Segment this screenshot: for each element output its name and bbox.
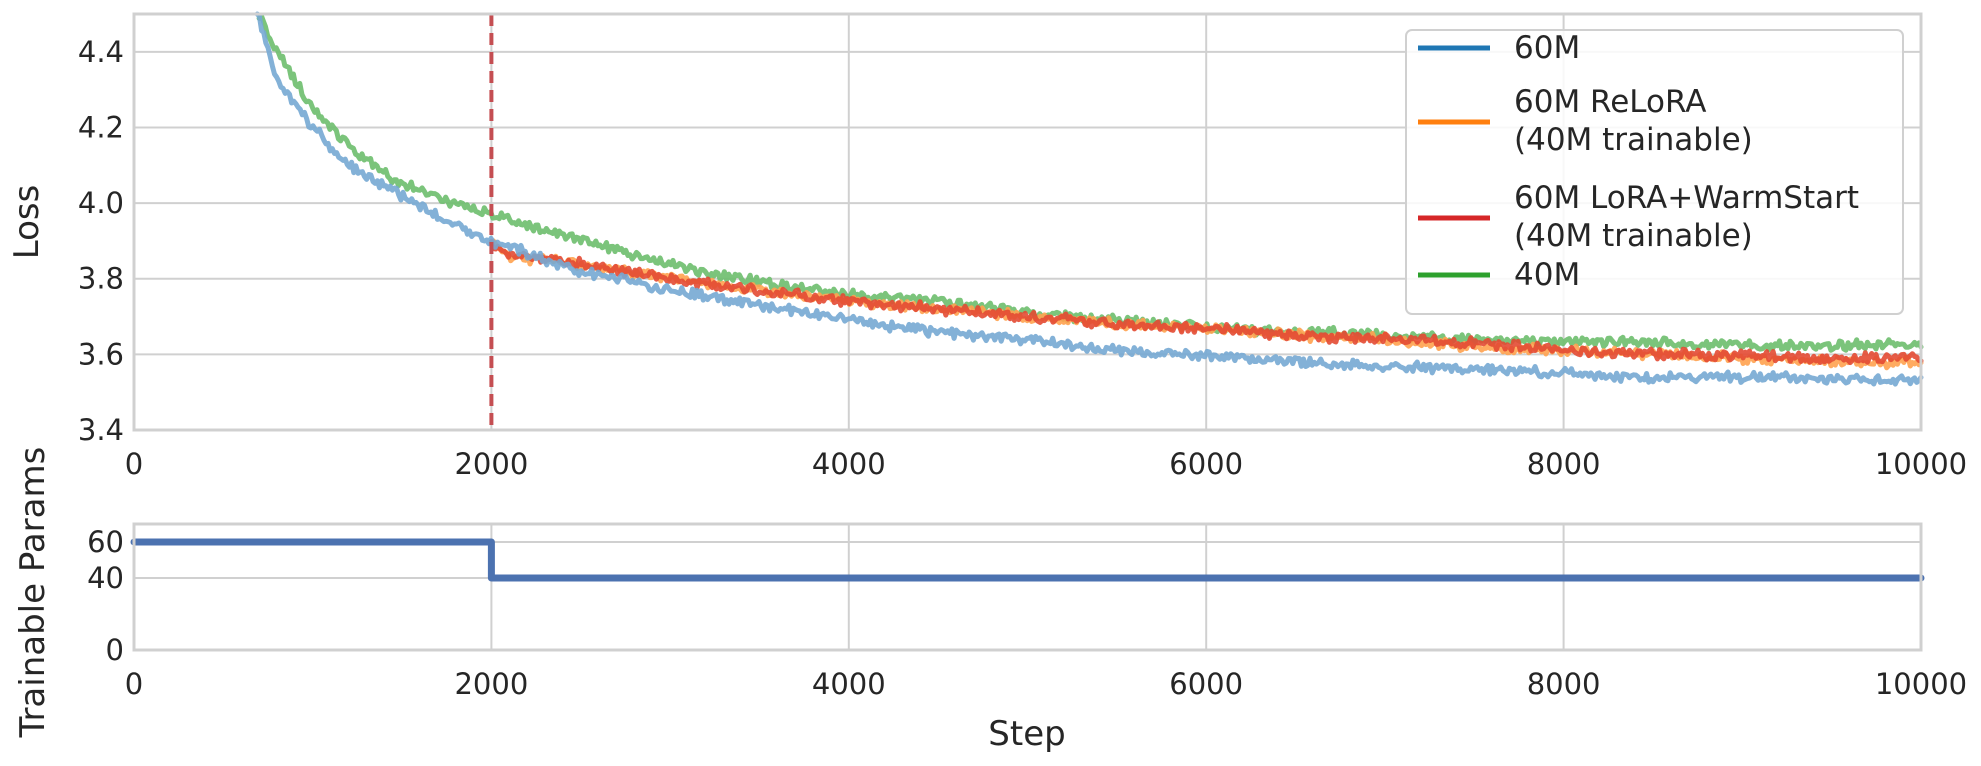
x-tick-label: 2000	[454, 667, 528, 701]
params-series-group	[130, 538, 1925, 582]
y-tick-label: 40	[87, 561, 124, 595]
series-line-60m	[254, 11, 1924, 387]
y-tick-label: 3.4	[78, 413, 124, 447]
legend-label: 40M	[1514, 257, 1580, 293]
x-tick-label: 2000	[454, 447, 528, 481]
y-tick-label: 4.2	[78, 110, 124, 144]
y-tick-label: 4.0	[78, 186, 124, 220]
legend-label: (40M trainable)	[1514, 122, 1753, 158]
legend-label: 60M LoRA+WarmStart	[1514, 180, 1859, 216]
loss-plot-frame	[132, 12, 1923, 432]
loss-series-group	[254, 11, 1924, 387]
series-line-trainable-params	[130, 538, 1925, 582]
legend-label: 60M ReLoRA	[1514, 84, 1706, 120]
loss-x-tick-labels: 0 2000 4000 6000 8000 10000	[125, 447, 1967, 481]
y-tick-label: 3.6	[78, 337, 124, 371]
legend-label: (40M trainable)	[1514, 218, 1753, 254]
x-tick-label: 10000	[1875, 667, 1967, 701]
x-tick-label: 10000	[1875, 447, 1967, 481]
loss-panel: 3.4 3.6 3.8 4.0 4.2 4.4 0 2000 4000 6000 8000 1000…	[7, 11, 1967, 481]
x-tick-label: 0	[125, 447, 143, 481]
legend-box	[1405, 29, 1904, 315]
loss-y-axis-label: Loss	[7, 185, 47, 260]
x-tick-label: 8000	[1527, 447, 1601, 481]
y-tick-label: 0	[106, 633, 124, 667]
x-tick-label: 6000	[1169, 667, 1243, 701]
params-x-tick-labels: 0 2000 4000 6000 8000 10000	[125, 667, 1967, 701]
y-tick-label: 60	[87, 525, 124, 559]
params-x-axis-label: Step	[988, 714, 1065, 754]
x-tick-label: 0	[125, 667, 143, 701]
x-tick-label: 4000	[812, 667, 886, 701]
x-tick-label: 4000	[812, 447, 886, 481]
y-tick-label: 4.4	[78, 35, 124, 69]
loss-y-tick-labels: 3.4 3.6 3.8 4.0 4.2 4.4	[78, 35, 124, 447]
series-line-60m-lora-warmstart-40m-trainable	[488, 238, 1924, 366]
legend-label: 60M	[1514, 30, 1580, 66]
x-tick-label: 8000	[1527, 667, 1601, 701]
x-tick-label: 6000	[1169, 447, 1243, 481]
params-y-axis-label: Trainable Params	[13, 447, 53, 739]
params-plot-frame	[132, 522, 1923, 652]
y-tick-label: 3.8	[78, 262, 124, 296]
